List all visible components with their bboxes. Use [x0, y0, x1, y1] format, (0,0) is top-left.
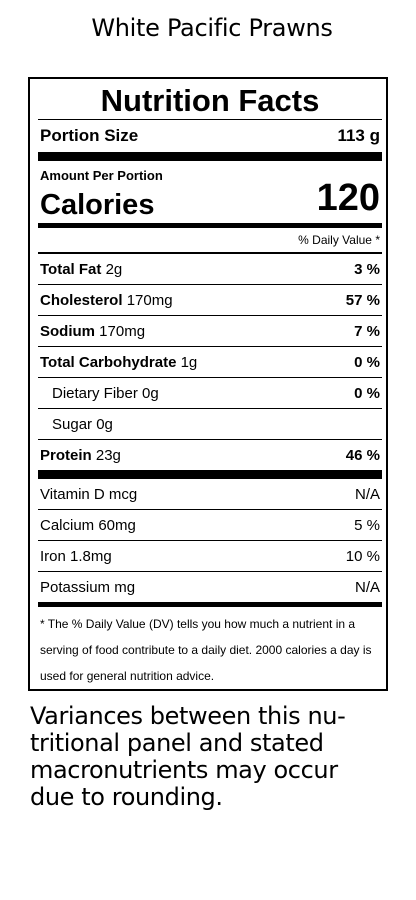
vitamin-dv: 5 %	[354, 516, 380, 534]
vitamin-row-calcium: Calcium 60mg 5 %	[38, 510, 382, 541]
daily-value-header-label: % Daily Value *	[298, 233, 380, 247]
nutrition-facts-heading: Nutrition Facts	[100, 83, 320, 118]
nutrient-row-sugar: Sugar 0g	[38, 409, 382, 440]
vitamin-row-vitamin-d: Vitamin D mcg N/A	[38, 479, 382, 510]
vitamin-row-potassium: Potassium mg N/A	[38, 572, 382, 602]
nutrient-row-cholesterol: Cholesterol 170mg 57 %	[38, 285, 382, 316]
nutrient-dv: 7 %	[354, 322, 380, 340]
vitamin-label: Iron 1.8mg	[40, 547, 112, 565]
nutrition-facts-panel: Nutrition Facts Portion Size 113 g Amoun…	[28, 77, 388, 691]
nutrient-name: Total Fat	[40, 260, 102, 278]
portion-size-value: 113 g	[337, 126, 380, 145]
daily-value-footnote: * The % Daily Value (DV) tells you how m…	[40, 617, 372, 683]
nutrient-amount: 2g	[105, 260, 123, 278]
rounding-disclaimer: Variances between this nu­tritional pane…	[30, 702, 346, 811]
vitamin-dv: 10 %	[345, 547, 380, 565]
nutrient-name: Sodium	[40, 322, 95, 340]
product-title: White Pacific Prawns	[91, 14, 333, 42]
nutrient-amount: 170mg	[126, 291, 173, 309]
nutrient-dv: 0 %	[354, 353, 380, 371]
nutrient-row-total-carbohydrate: Total Carbohydrate 1g 0 %	[38, 347, 382, 378]
daily-value-header: % Daily Value *	[38, 228, 382, 253]
nutrient-name: Cholesterol	[40, 291, 123, 309]
nutrient-dv: 0 %	[354, 384, 380, 402]
vitamin-dv: N/A	[354, 485, 380, 503]
calories-label: Calories	[40, 189, 155, 221]
calories-value: 120	[316, 177, 380, 219]
nutrient-name: Protein	[40, 446, 92, 464]
vitamin-row-iron: Iron 1.8mg 10 %	[38, 541, 382, 572]
nutrient-amount: 170mg	[99, 322, 146, 340]
nutrient-amount: 0g	[96, 415, 113, 433]
nutrient-amount: 1g	[180, 353, 198, 371]
vitamin-label: Calcium 60mg	[40, 516, 136, 534]
portion-size-label: Portion Size	[40, 126, 139, 145]
vitamin-dv: N/A	[354, 578, 380, 596]
nutrient-row-sodium: Sodium 170mg 7 %	[38, 316, 382, 347]
nutrient-name: Total Carbohydrate	[40, 353, 177, 371]
nutrient-name: Sugar	[52, 415, 93, 433]
nutrient-row-protein: Protein 23g 46 %	[38, 440, 382, 470]
nutrient-dv: 57 %	[345, 291, 380, 309]
nutrient-row-total-fat: Total Fat 2g 3 %	[38, 254, 382, 285]
vitamin-label: Vitamin D mcg	[40, 485, 138, 503]
calories-block: Amount Per Portion Calories 120	[38, 161, 382, 223]
nutrient-name: Dietary Fiber	[52, 384, 138, 402]
portion-size-row: Portion Size 113 g	[38, 120, 382, 152]
nutrient-dv: 3 %	[354, 260, 380, 278]
nutrient-amount: 0g	[142, 384, 159, 402]
amount-per-portion-label: Amount Per Portion	[40, 168, 163, 183]
nutrient-dv: 46 %	[345, 446, 380, 464]
nutrient-amount: 23g	[95, 446, 121, 464]
vitamin-label: Potassium mg	[40, 578, 136, 596]
nutrient-row-dietary-fiber: Dietary Fiber 0g 0 %	[38, 378, 382, 409]
